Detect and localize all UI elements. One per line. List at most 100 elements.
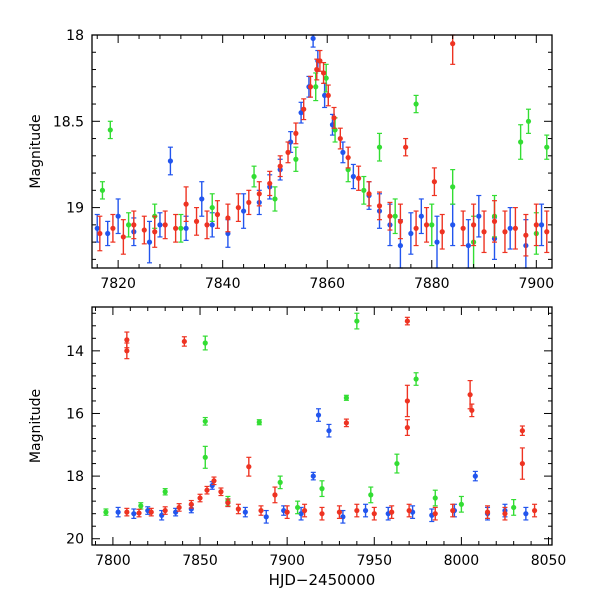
data-marker	[432, 495, 438, 501]
data-point	[450, 34, 456, 65]
data-marker	[235, 204, 241, 211]
data-marker	[544, 229, 550, 235]
data-marker	[404, 424, 410, 431]
x-tick-label: 8000	[444, 553, 480, 569]
data-marker	[465, 242, 471, 249]
data-marker	[531, 507, 538, 514]
data-point	[310, 34, 316, 48]
data-point	[145, 506, 151, 515]
data-marker	[450, 507, 456, 514]
y-tick-label: 16	[66, 406, 84, 422]
data-point	[392, 198, 398, 235]
data-marker	[406, 507, 412, 514]
data-point	[148, 507, 154, 517]
data-point	[146, 220, 153, 264]
data-point	[544, 210, 550, 254]
data-point	[371, 506, 377, 521]
data-marker	[115, 509, 121, 515]
data-point	[124, 342, 130, 360]
data-point	[502, 210, 508, 254]
data-point	[301, 503, 308, 518]
data-marker	[368, 492, 374, 498]
data-point	[337, 127, 343, 150]
data-marker	[301, 106, 307, 112]
data-point	[285, 141, 291, 164]
data-marker	[94, 225, 100, 231]
data-marker	[343, 395, 349, 401]
data-marker	[124, 348, 130, 354]
data-point	[354, 503, 360, 518]
data-point	[251, 165, 257, 188]
data-point	[235, 503, 241, 515]
data-point	[340, 141, 346, 164]
data-marker	[288, 139, 294, 145]
data-point	[423, 206, 430, 243]
data-marker	[331, 115, 337, 121]
x-tick-label: 7900	[269, 553, 305, 569]
data-point	[439, 213, 445, 250]
y-tick-label: 20	[66, 532, 84, 548]
x-tick-label: 7840	[205, 276, 241, 292]
data-marker	[124, 337, 130, 343]
data-point	[404, 384, 410, 418]
panel-top-y-ticks: 18 18.5 19	[53, 28, 552, 260]
data-point	[204, 210, 210, 240]
data-point	[167, 146, 174, 176]
data-point	[105, 220, 111, 247]
data-marker	[97, 230, 103, 237]
data-marker	[371, 511, 377, 517]
data-marker	[193, 218, 200, 224]
data-marker	[470, 222, 477, 228]
data-marker	[211, 478, 217, 484]
data-point	[313, 72, 319, 102]
data-point	[413, 372, 419, 386]
data-marker	[214, 211, 221, 218]
data-point	[343, 418, 349, 428]
data-marker	[167, 158, 174, 164]
data-marker	[284, 509, 290, 515]
data-point	[103, 508, 109, 516]
data-point	[293, 122, 299, 145]
data-marker	[197, 495, 203, 501]
data-marker	[258, 507, 264, 514]
data-marker	[403, 144, 409, 150]
data-marker	[99, 187, 106, 193]
data-point	[162, 210, 168, 240]
panel-top-y-axis-label: Magnitude	[28, 114, 44, 188]
data-marker	[476, 213, 482, 219]
data-marker	[313, 84, 319, 90]
data-marker	[120, 234, 126, 240]
data-marker	[519, 428, 525, 434]
data-marker	[225, 215, 231, 221]
panel-top-x-ticks: 7820 7840 7860 7880 7900	[96, 35, 554, 292]
data-marker	[434, 239, 440, 245]
data-marker	[413, 376, 419, 382]
data-point	[332, 117, 338, 143]
panel-bottom-x-axis-label: HJD−2450000	[269, 571, 376, 589]
data-marker	[162, 507, 168, 514]
data-marker	[507, 225, 513, 231]
panel-bottom-y-ticks: 14 16 18 20	[66, 312, 552, 548]
data-point	[115, 506, 121, 518]
data-marker	[277, 479, 283, 485]
data-point	[263, 509, 269, 524]
data-point	[277, 155, 283, 178]
x-tick-label: 7900	[518, 276, 554, 292]
data-marker	[366, 191, 372, 197]
data-point	[124, 507, 130, 517]
data-point	[484, 505, 491, 519]
data-point	[202, 445, 208, 469]
data-point	[202, 335, 208, 351]
data-marker	[325, 92, 331, 99]
data-point	[387, 201, 393, 231]
data-point	[218, 487, 224, 497]
x-tick-label: 8050	[531, 553, 567, 569]
data-point	[307, 75, 314, 98]
data-marker	[225, 500, 231, 506]
data-marker	[173, 509, 179, 515]
data-point	[376, 191, 383, 221]
data-point	[272, 186, 278, 212]
data-marker	[458, 501, 464, 507]
data-point	[355, 165, 362, 191]
